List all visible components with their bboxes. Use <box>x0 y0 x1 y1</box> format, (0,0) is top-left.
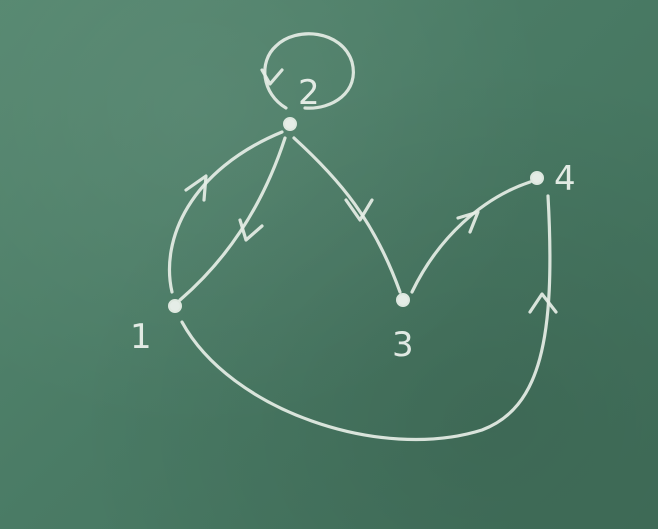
node-2-label: 2 <box>298 73 320 113</box>
edge-2-to-1-arrowhead <box>238 218 264 242</box>
edge-1-to-2-arrowhead <box>184 174 208 202</box>
node-3-dot <box>396 293 410 307</box>
edge-3-to-4-arrowhead <box>456 210 480 234</box>
node-4-label: 4 <box>554 159 576 199</box>
edge-2-to-3-arrowhead <box>344 198 374 222</box>
node-1-label: 1 <box>130 317 152 357</box>
edge-2-self-loop-arrowhead <box>260 68 284 86</box>
edge-2-to-3 <box>292 136 402 294</box>
edge-1-to-4-arrowhead <box>528 292 558 314</box>
node-2-dot <box>283 117 297 131</box>
edge-2-to-1 <box>178 136 287 302</box>
edge-3-to-4 <box>410 180 532 294</box>
edge-1-to-4 <box>180 194 552 442</box>
node-3-label: 3 <box>392 325 414 365</box>
node-4-dot <box>530 171 544 185</box>
edge-1-to-2 <box>167 130 284 294</box>
node-1-dot <box>168 299 182 313</box>
